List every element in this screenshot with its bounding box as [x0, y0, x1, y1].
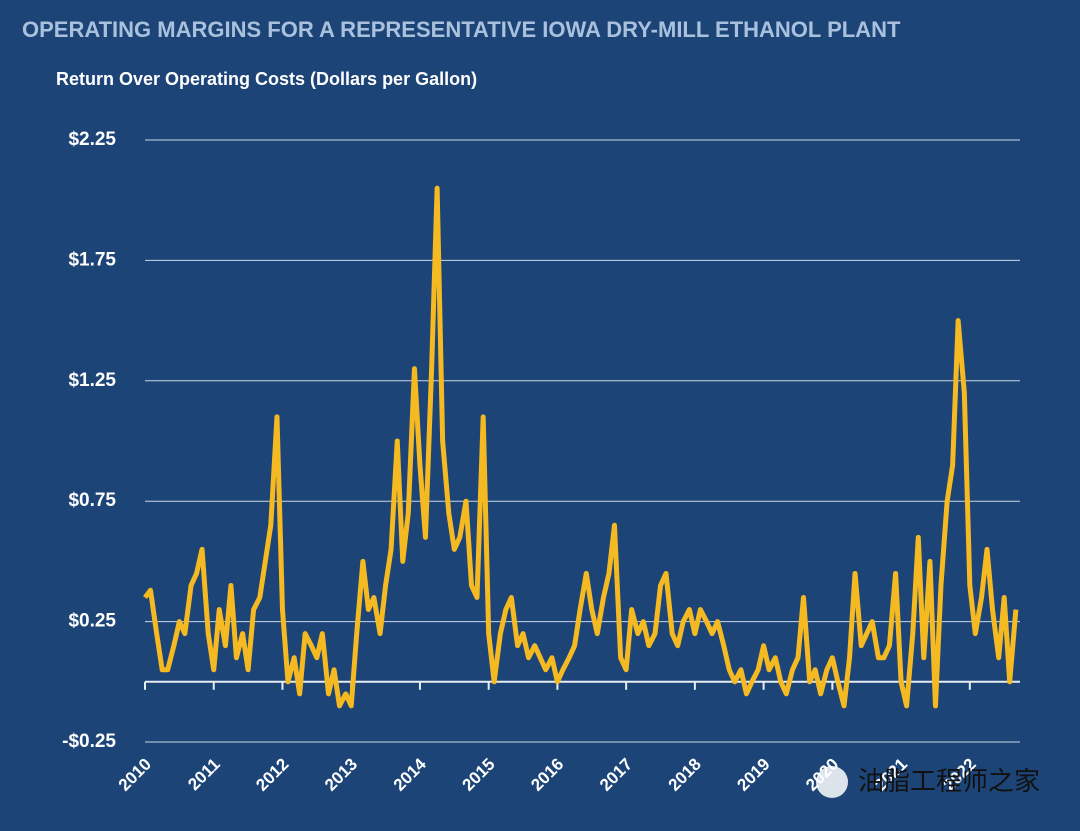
y-tick-label: $1.25	[68, 370, 116, 391]
watermark-icon	[816, 766, 848, 798]
y-axis-label: Return Over Operating Costs (Dollars per…	[56, 69, 477, 89]
y-tick-label: $2.25	[68, 129, 116, 150]
y-tick-label: $0.25	[68, 611, 116, 632]
data-line	[143, 185, 1019, 709]
y-tick-label: $0.75	[68, 490, 116, 511]
chart-title: OPERATING MARGINS FOR A REPRESENTATIVE I…	[22, 17, 901, 42]
y-tick-label: $1.75	[68, 249, 116, 270]
watermark: 油脂工程师之家	[816, 766, 1040, 798]
y-tick-label: -$0.25	[62, 731, 116, 752]
watermark-text: 油脂工程师之家	[858, 766, 1040, 796]
